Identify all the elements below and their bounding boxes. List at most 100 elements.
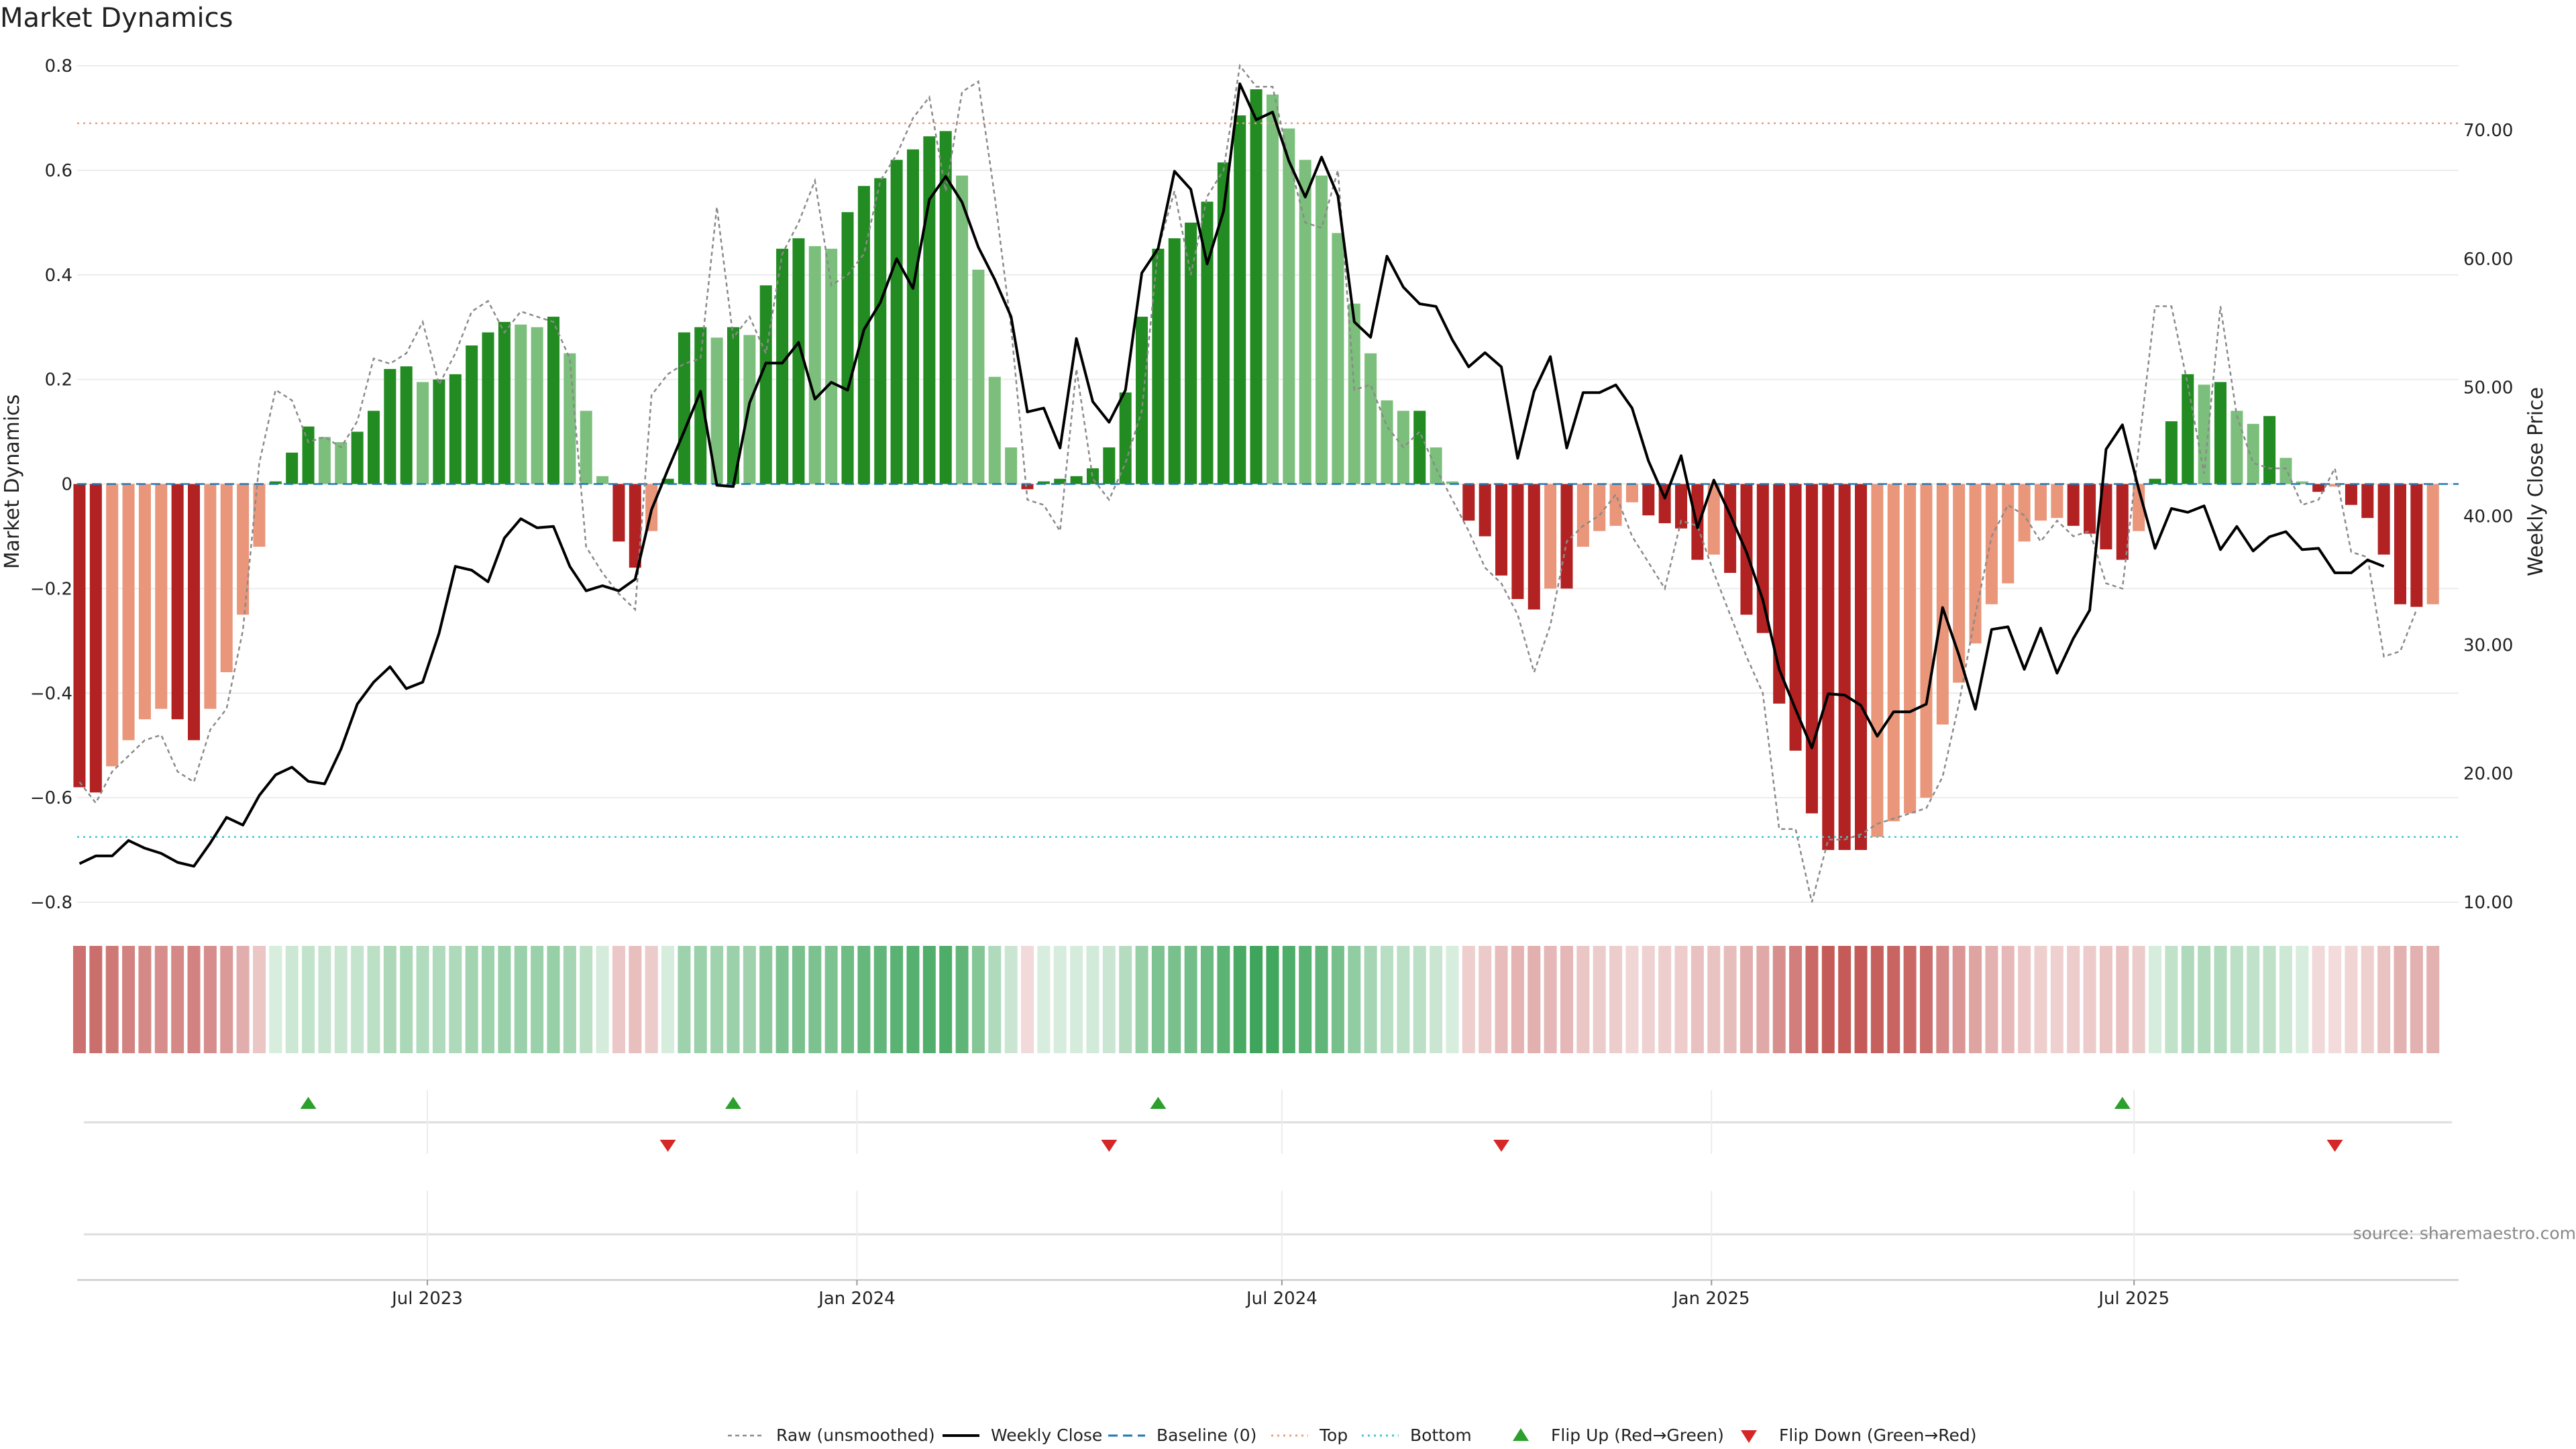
momentum-bar (1217, 162, 1230, 484)
heat-cell (432, 946, 445, 1053)
x-tick-label: Jul 2024 (1245, 1289, 1318, 1309)
heat-cell (252, 946, 266, 1053)
heat-cell (416, 946, 429, 1053)
heat-cell (514, 946, 527, 1053)
heat-cell (1380, 946, 1394, 1053)
momentum-bar (2214, 382, 2227, 484)
heat-cell (596, 946, 609, 1053)
heat-cell (2279, 946, 2292, 1053)
heat-cell (1658, 946, 1672, 1053)
legend-label: Flip Down (Green→Red) (1779, 1426, 1977, 1445)
x-axis: Jul 2023 Jan 2024 Jul 2024 Jan 2025 Jul 2025 (77, 1279, 2459, 1309)
momentum-bar (1234, 115, 1246, 484)
source-note: source: sharemaestro.com (2353, 1224, 2576, 1243)
heat-cell (1985, 946, 1998, 1053)
momentum-bar (433, 379, 445, 484)
heat-cell (1609, 946, 1623, 1053)
y-axis-left-label: Market Dynamics (1, 394, 24, 570)
momentum-bar (2034, 484, 2047, 521)
momentum-bar (498, 321, 511, 484)
momentum-bar (1266, 94, 1279, 484)
heat-cell (1462, 946, 1475, 1053)
momentum-bar (1381, 400, 1393, 484)
momentum-bar (2067, 484, 2080, 526)
momentum-bar (1364, 353, 1377, 484)
momentum-bar (1201, 201, 1214, 484)
heat-cell (236, 946, 250, 1053)
momentum-bar (1985, 484, 1998, 604)
momentum-bar (923, 136, 936, 484)
momentum-bar (2328, 484, 2341, 487)
momentum-bar (1037, 481, 1050, 484)
momentum-bar (188, 484, 201, 741)
heat-cell (988, 946, 1002, 1053)
momentum-bar (1576, 484, 1589, 547)
y-left-tick-label: 0.8 (45, 56, 72, 76)
momentum-bar (1168, 238, 1181, 484)
heat-cell (1919, 946, 1933, 1053)
heat-cell (808, 946, 822, 1053)
momentum-bar (1838, 484, 1851, 851)
flip-markers-panel (84, 1090, 2452, 1154)
heat-cell (318, 946, 331, 1053)
heat-cell (1053, 946, 1067, 1053)
momentum-bar (2149, 478, 2161, 484)
momentum-bar (1609, 484, 1622, 526)
flip-up-marker (2114, 1097, 2131, 1109)
heat-cell (367, 946, 380, 1053)
heat-cell (955, 946, 969, 1053)
heat-cell (2394, 946, 2407, 1053)
heat-cell (1282, 946, 1295, 1053)
heat-cell (2345, 946, 2358, 1053)
momentum-bar (122, 484, 135, 741)
heat-cell (1903, 946, 1917, 1053)
y-left-tick-label: −0.2 (30, 579, 72, 599)
heat-cell (841, 946, 855, 1053)
momentum-bar (1789, 484, 1802, 751)
momentum-bar (2116, 484, 2129, 560)
momentum-bar (2198, 384, 2210, 484)
heat-cell (2132, 946, 2145, 1053)
momentum-bar (2377, 484, 2390, 555)
momentum-bar (106, 484, 119, 767)
momentum-bar (482, 332, 494, 484)
momentum-bar (2051, 484, 2063, 519)
heat-cell (2149, 946, 2162, 1053)
heat-cell (1004, 946, 1018, 1053)
legend-flip-down-icon (1741, 1430, 1757, 1443)
heat-cell (2001, 946, 2015, 1053)
momentum-bar (515, 324, 527, 484)
heat-cell (1119, 946, 1132, 1053)
heat-cell (1168, 946, 1181, 1053)
heat-cell (1527, 946, 1541, 1053)
heat-cell (1593, 946, 1606, 1053)
y-left-tick-label: −0.4 (30, 684, 72, 704)
legend-flip-up-icon (1513, 1428, 1529, 1441)
momentum-bar (1054, 478, 1067, 484)
momentum-bar (220, 484, 233, 673)
momentum-bar (1103, 447, 1116, 484)
momentum-bar (400, 366, 413, 484)
momentum-bars (73, 89, 2439, 851)
heat-cell (2034, 946, 2047, 1053)
heat-cell (1723, 946, 1737, 1053)
heat-cell (2214, 946, 2227, 1053)
regime-heat-strip (72, 946, 2440, 1053)
heat-cell (743, 946, 756, 1053)
momentum-bar (449, 374, 462, 484)
heat-cell (2116, 946, 2129, 1053)
heat-cell (89, 946, 103, 1053)
y-right-tick-label: 20.00 (2463, 764, 2513, 784)
heat-cell (122, 946, 136, 1053)
heat-cell (2018, 946, 2031, 1053)
heat-cell (351, 946, 364, 1053)
momentum-bar (547, 317, 560, 484)
momentum-bar (138, 484, 151, 720)
y-right-tick-label: 70.00 (2463, 121, 2513, 141)
flip-up-marker (724, 1097, 741, 1109)
momentum-bar (1953, 484, 1966, 683)
legend-item: Flip Down (Green→Red) (1741, 1426, 1977, 1445)
momentum-bar (759, 285, 772, 484)
momentum-bar (1005, 447, 1018, 484)
momentum-bar (956, 175, 969, 484)
